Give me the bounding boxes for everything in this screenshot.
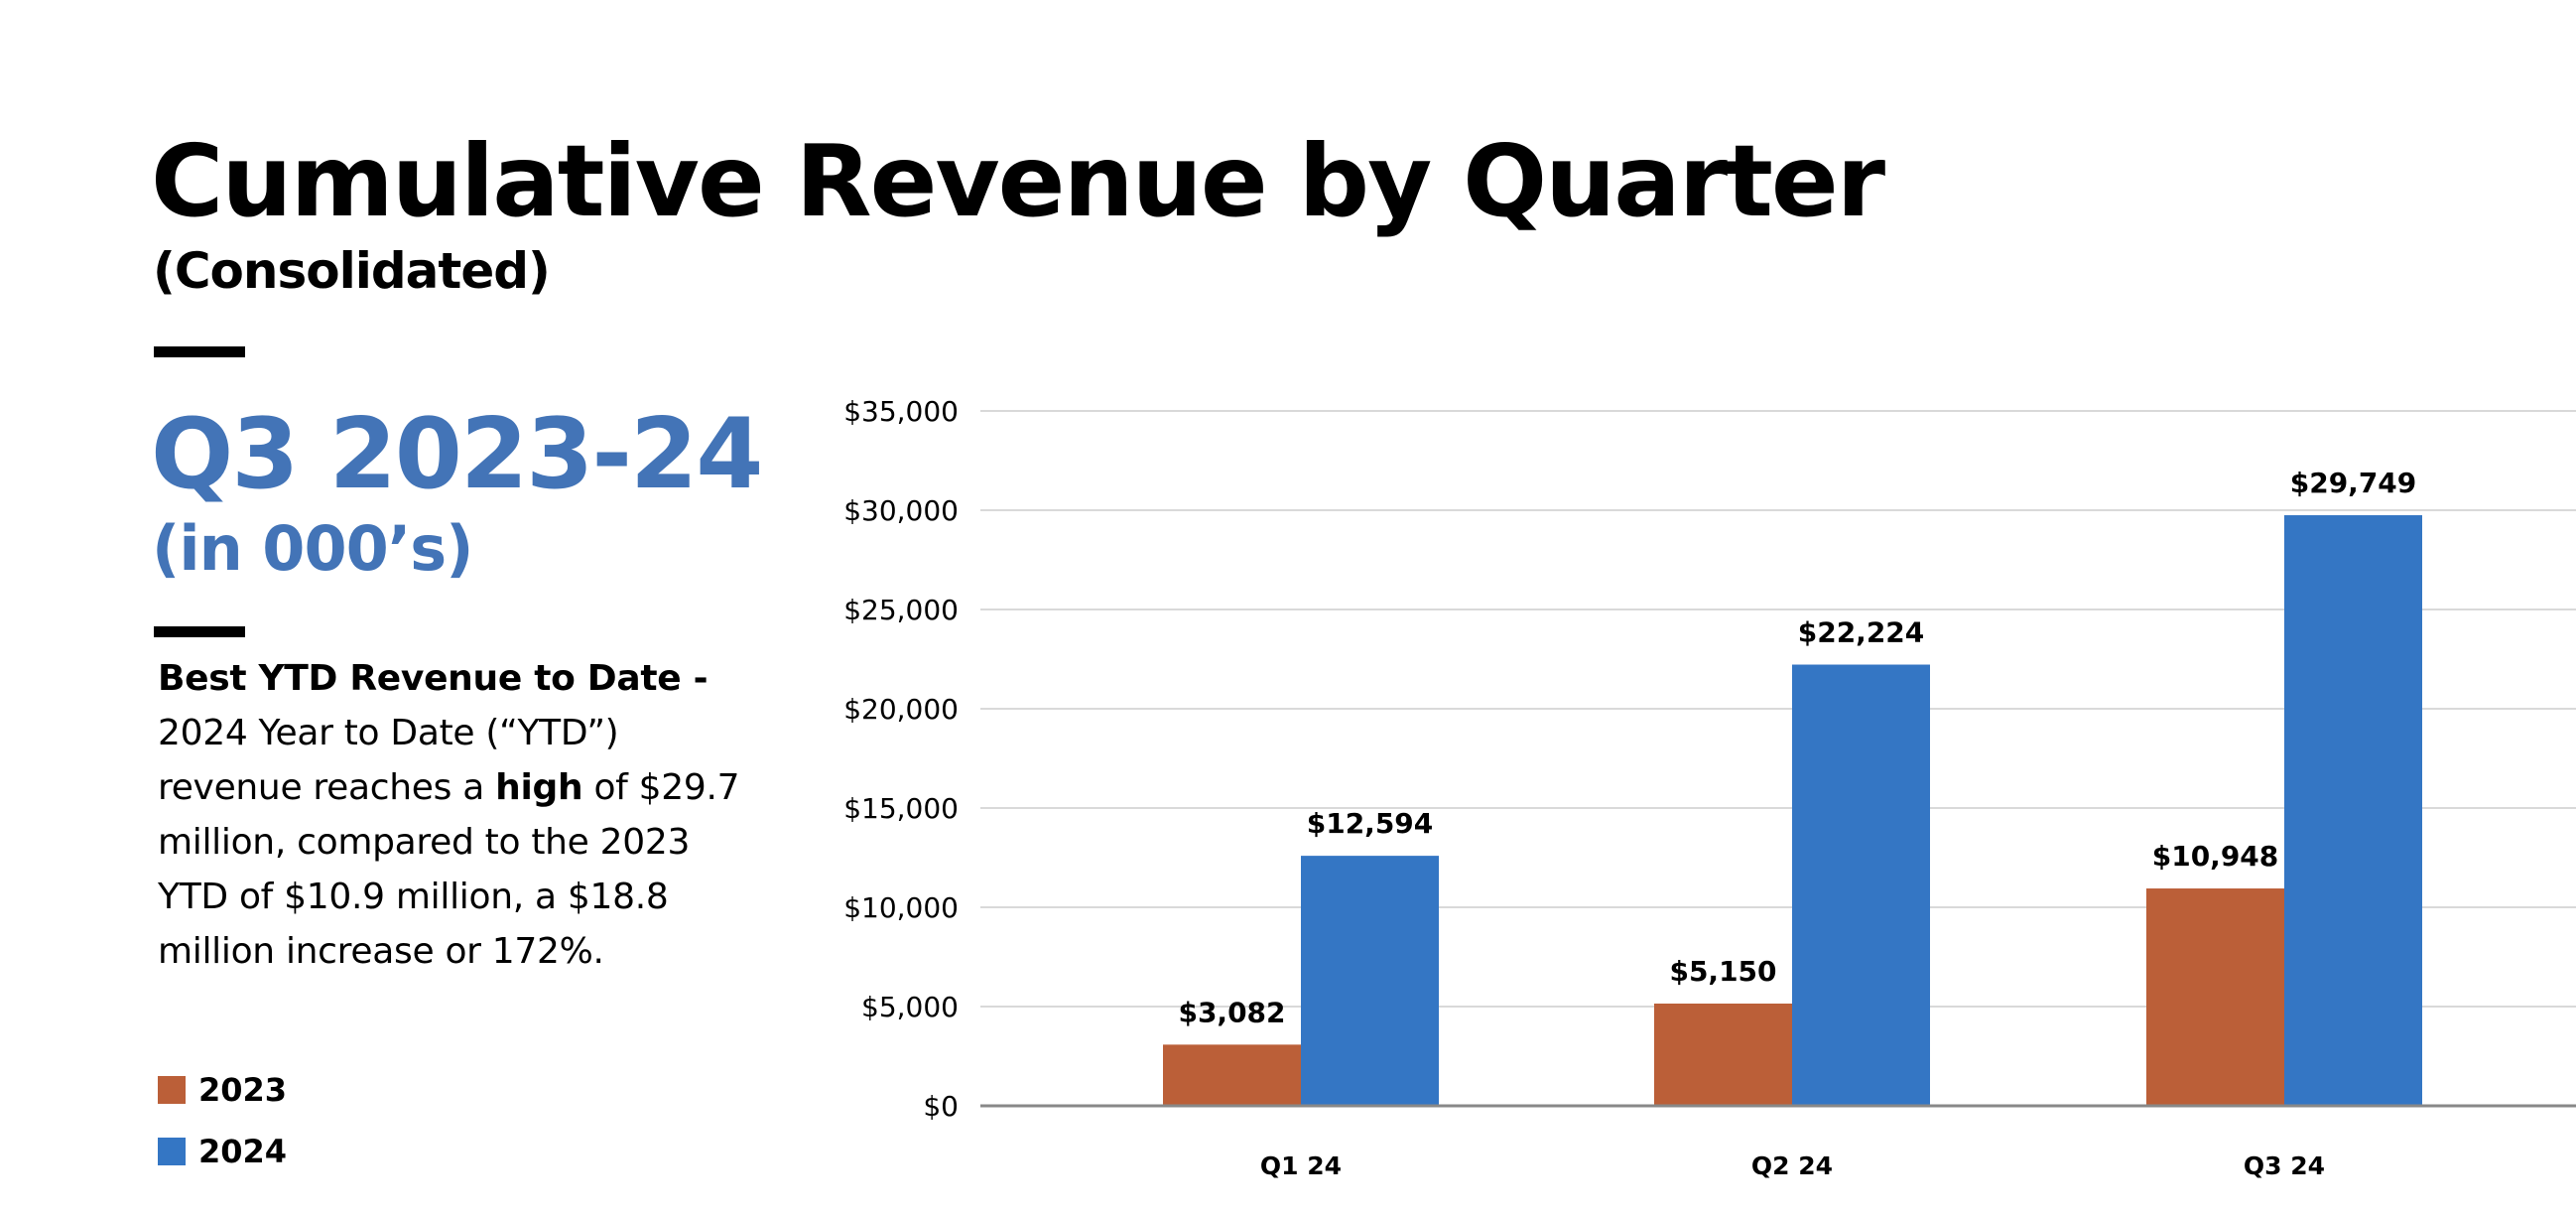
summary-line: YTD of $10.9 million, a $18.8 [158, 877, 669, 917]
y-tick-label: $15,000 [843, 792, 959, 825]
units-label: (in 000’s) [152, 512, 474, 585]
legend-swatch-2024 [158, 1138, 186, 1165]
summary-text: Best YTD Revenue to Date - 2024 Year to … [158, 651, 753, 979]
period-heading: Q3 2023-24 [151, 398, 763, 511]
summary-line: revenue reaches a high of $29.7 [158, 760, 753, 815]
summary-emphasis: high [495, 767, 583, 808]
data-label: $29,749 [2290, 467, 2417, 499]
bar-2024-q2-24 [1792, 664, 1930, 1106]
bar-2024-q3-24 [2284, 515, 2422, 1106]
summary-line: 2024 Year to Date (“YTD”) [158, 713, 619, 753]
bar-2023-q2-24 [1654, 1004, 1792, 1106]
summary-line: million increase or 172%. [158, 931, 604, 972]
y-tick-label: $20,000 [843, 693, 959, 726]
page-title: Cumulative Revenue by Quarter [151, 123, 1885, 239]
legend-label: 2024 [198, 1133, 288, 1170]
y-tick-label: $10,000 [843, 891, 959, 924]
summary-heading: Best YTD Revenue to Date - [158, 651, 753, 706]
summary-line: million, compared to the 2023 [158, 822, 691, 863]
y-axis-ticks: $0 $5,000 $10,000 $15,000 $20,000 $25,000 $30,… [843, 395, 959, 1123]
data-labels: $3,082 $12,594 $5,150 $22,224 $10,948 $29,749 [1178, 467, 2416, 1028]
legend-label: 2023 [198, 1071, 288, 1109]
legend-item-2023: 2023 [158, 1070, 287, 1110]
data-label: $22,224 [1798, 616, 1925, 649]
y-tick-label: $5,000 [861, 991, 959, 1023]
legend-swatch-2023 [158, 1076, 186, 1104]
summary-text-run: revenue reaches a [158, 767, 496, 808]
y-tick-label: $35,000 [843, 395, 959, 428]
x-tick-label: Q2 24 [1751, 1151, 1833, 1180]
bar-2023-q1-24 [1163, 1044, 1301, 1106]
page-subtitle: (Consolidated) [153, 242, 551, 300]
legend-item-2024: 2024 [158, 1132, 287, 1171]
x-axis-ticks: Q1 24 Q2 24 Q3 24 [1260, 1151, 2325, 1180]
y-tick-label: $25,000 [843, 594, 959, 626]
divider [154, 346, 245, 357]
y-tick-label: $30,000 [843, 494, 959, 527]
x-tick-label: Q1 24 [1260, 1151, 1342, 1180]
divider [154, 626, 245, 637]
bar-2024-q1-24 [1301, 856, 1439, 1106]
data-label: $12,594 [1307, 807, 1434, 840]
data-label: $3,082 [1178, 996, 1285, 1028]
bar-2023-q3-24 [2146, 888, 2284, 1106]
y-tick-label: $0 [923, 1090, 959, 1123]
bars [1163, 515, 2422, 1106]
x-tick-label: Q3 24 [2244, 1151, 2325, 1180]
summary-heading-text: Best YTD Revenue to Date - [158, 658, 708, 699]
data-label: $10,948 [2152, 840, 2279, 873]
summary-text-run: of $29.7 [582, 767, 740, 808]
data-label: $5,150 [1669, 955, 1776, 988]
